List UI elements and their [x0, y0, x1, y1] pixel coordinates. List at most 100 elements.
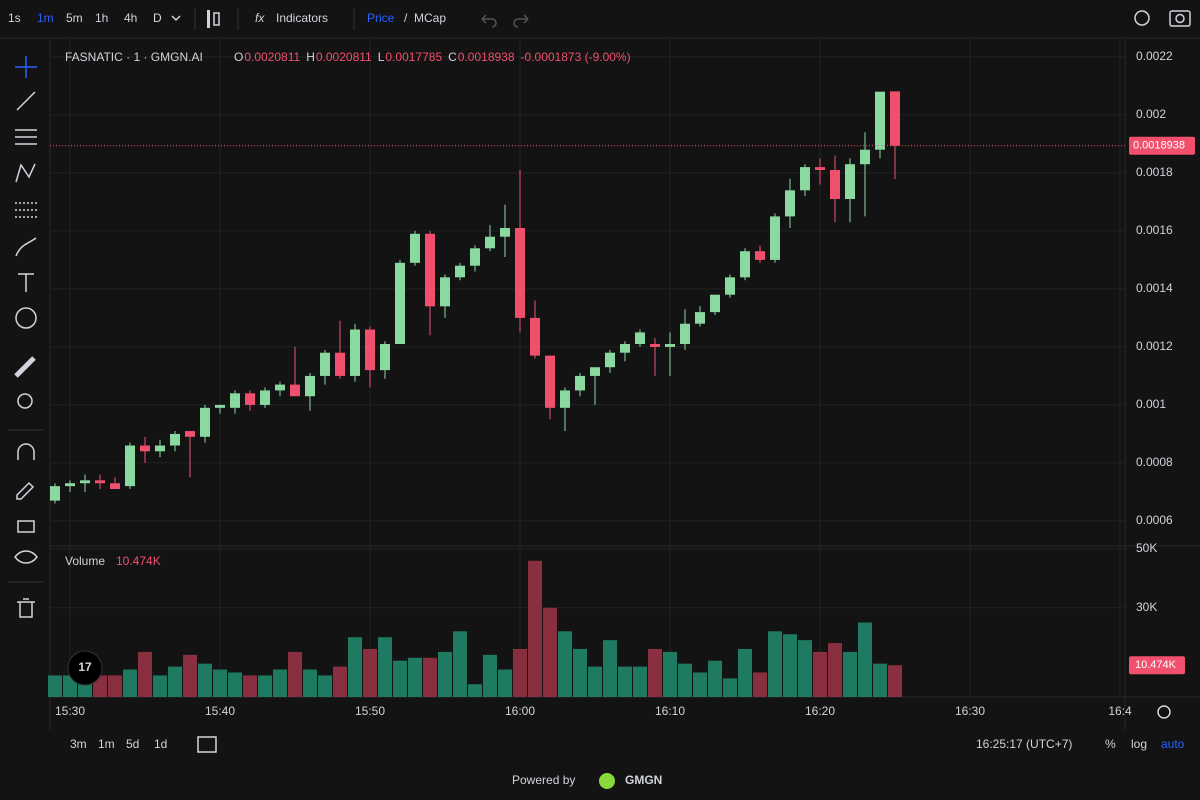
lock-draw-tool[interactable] — [16, 481, 35, 500]
candle-body — [635, 332, 645, 345]
volume-bar — [48, 675, 62, 697]
y-tick-label: 0.001 — [1136, 397, 1166, 411]
ruler-tool[interactable] — [14, 356, 36, 378]
ohlc-key: L — [378, 50, 385, 64]
volume-bar — [333, 666, 347, 697]
last-price-tag — [1129, 136, 1195, 155]
undo[interactable] — [481, 14, 497, 28]
volume-bar — [603, 640, 617, 697]
volume-bar — [558, 631, 572, 697]
ohlc-key: O — [234, 50, 243, 64]
emoji-tool[interactable] — [15, 307, 37, 329]
volume-bar — [813, 651, 827, 697]
interval-button[interactable]: 5m — [66, 11, 83, 25]
zoom-tool[interactable] — [17, 393, 33, 409]
x-tick-label: 15:40 — [205, 704, 235, 718]
ohlc-value: 0.0020811 — [244, 50, 300, 64]
y-tick-label: 0.0018 — [1136, 165, 1173, 179]
interval-button[interactable]: 1m — [37, 11, 54, 25]
candle-body — [830, 170, 840, 200]
settings[interactable] — [1134, 10, 1150, 26]
candle-body — [245, 393, 255, 405]
candle-body — [755, 251, 765, 260]
volume-bar — [528, 560, 542, 697]
line-tool[interactable] — [16, 91, 36, 111]
candle-body — [530, 317, 540, 356]
tv-logo[interactable] — [67, 650, 103, 686]
indicators-button[interactable]: Indicators — [276, 11, 328, 25]
lock-tool[interactable] — [17, 520, 35, 533]
volume-bar — [183, 654, 197, 697]
candle-body — [335, 352, 345, 376]
price-toggle[interactable]: Price — [367, 11, 395, 25]
volume-bar — [543, 607, 557, 697]
volume-bar — [258, 675, 272, 697]
percent-toggle[interactable]: % — [1105, 737, 1116, 751]
candle-body — [680, 323, 690, 345]
candle-body — [470, 248, 480, 266]
fib-tool[interactable] — [15, 129, 37, 145]
fx-icon[interactable]: fx — [255, 11, 265, 25]
candle-body — [290, 384, 300, 397]
candle-body — [80, 480, 90, 484]
volume-bar — [648, 648, 662, 697]
candle-body — [395, 262, 405, 345]
mcap-toggle[interactable]: MCap — [414, 11, 446, 25]
y-tick-label: 0.0012 — [1136, 339, 1173, 353]
axis-settings[interactable] — [1157, 705, 1171, 719]
volume-bar — [768, 631, 782, 697]
range-button[interactable]: 1m — [98, 737, 115, 751]
candle-body — [350, 329, 360, 376]
crosshair-tool[interactable] — [15, 56, 37, 78]
candle-body — [890, 91, 900, 146]
volume-bar — [213, 669, 227, 697]
volume-title: Volume — [65, 554, 105, 568]
candle-body — [875, 91, 885, 150]
bottom-bar: 3m 1m 5d 1d — [70, 737, 167, 751]
log-toggle[interactable]: log — [1131, 737, 1147, 751]
tv-logo-mark: 17 — [78, 660, 92, 674]
candle-body — [710, 294, 720, 313]
hide-tool[interactable] — [14, 550, 38, 564]
interval-button[interactable]: 1h — [95, 11, 108, 25]
volume-bar — [138, 651, 152, 697]
volume-bar — [678, 663, 692, 697]
legend: FASNATIC · 1 · GMGN.AI O 0.0020811 H 0.0020… — [65, 50, 631, 64]
change-value: -0.0001873 (-9.00%) — [521, 50, 631, 64]
interval-dropdown[interactable] — [171, 15, 181, 22]
interval-button[interactable]: D — [153, 11, 162, 25]
candle-body — [440, 277, 450, 307]
x-tick-label: 16:4 — [1108, 704, 1132, 718]
volume-bar — [423, 657, 437, 697]
volume-value: 10.474K — [116, 554, 161, 568]
gmgn-logo — [599, 773, 615, 789]
range-button[interactable]: 1d — [154, 737, 167, 751]
interval-button[interactable]: 1s — [8, 11, 21, 25]
candle-body — [740, 251, 750, 278]
range-button[interactable]: 3m — [70, 737, 87, 751]
brush-tool[interactable] — [15, 237, 37, 257]
interval-button[interactable]: 4h — [124, 11, 137, 25]
volume-bar — [108, 675, 122, 697]
x-tick-label: 15:50 — [355, 704, 385, 718]
candle-body — [380, 344, 390, 371]
clock: 16:25:17 (UTC+7) — [976, 737, 1072, 751]
last-volume-tag — [1129, 656, 1185, 675]
volume-bar — [723, 678, 737, 697]
volume-bar — [243, 675, 257, 697]
redo[interactable] — [513, 14, 529, 28]
candle-icon[interactable] — [207, 10, 210, 28]
volume-bar — [273, 669, 287, 697]
trash-tool[interactable] — [17, 598, 35, 618]
screenshot[interactable] — [1169, 10, 1191, 27]
symbol-title: FASNATIC · 1 · GMGN.AI — [65, 50, 203, 64]
pattern-tool[interactable] — [15, 163, 36, 183]
text-tool[interactable] — [18, 273, 34, 292]
date-range-icon[interactable] — [197, 736, 217, 753]
range-button[interactable]: 5d — [126, 737, 139, 751]
candle-body — [665, 344, 675, 347]
magnet-tool[interactable] — [17, 443, 35, 460]
volume-bar — [378, 637, 392, 697]
auto-toggle[interactable]: auto — [1161, 737, 1185, 751]
volume-bar — [468, 684, 482, 697]
